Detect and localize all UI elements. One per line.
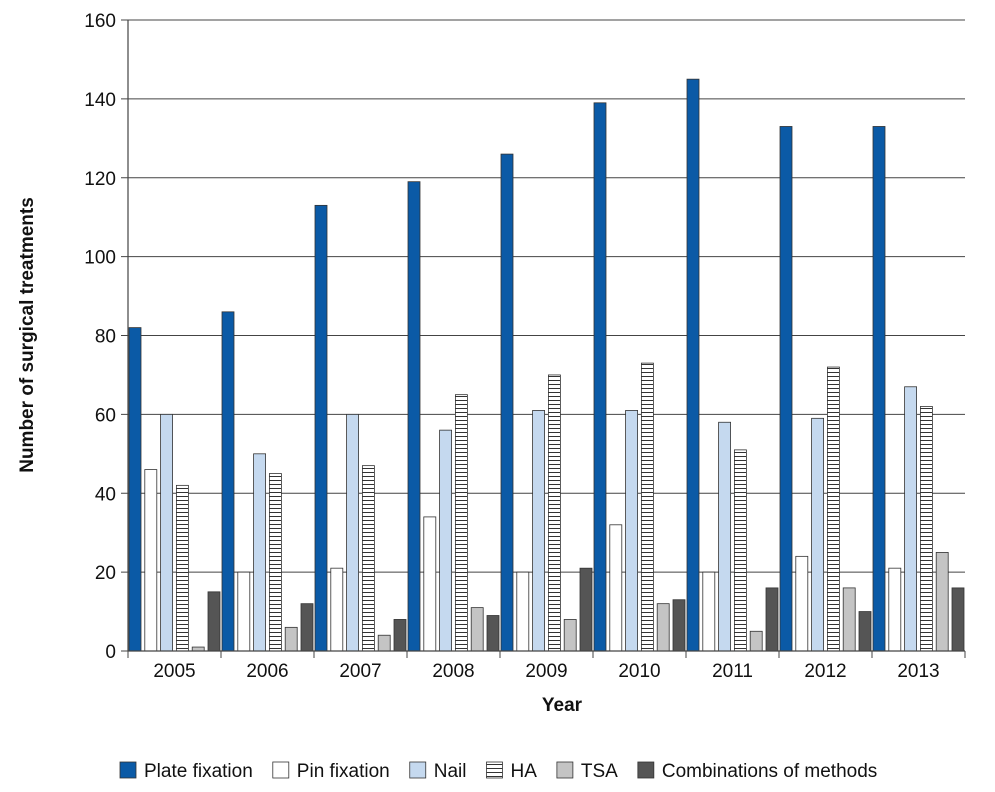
bar-pin-fixation-2013 [888, 567, 902, 652]
bar-combinations-of-methods-2007 [393, 619, 407, 652]
x-tick-label: 2005 [153, 661, 195, 682]
bar-ha-2008 [454, 394, 468, 652]
bar-plate-fixation-2012 [779, 126, 793, 652]
bar-tsa-2011 [749, 630, 763, 652]
bar-ha-2010 [641, 362, 654, 652]
bar-nail-2008 [439, 429, 453, 652]
legend-item-plate-fixation: Plate fixation [119, 761, 253, 782]
bar-pin-fixation-2010 [609, 524, 623, 652]
bar-tsa-2008 [470, 607, 484, 652]
bar-pin-fixation-2005 [144, 469, 158, 652]
y-axis-title: Number of surgical treatments [17, 197, 38, 473]
x-tick-label: 2008 [432, 661, 474, 682]
bar-plate-fixation-2011 [686, 78, 700, 652]
gridlines [121, 19, 966, 658]
bar-combinations-of-methods-2009 [579, 567, 593, 652]
bar-nail-2007 [346, 413, 360, 652]
bar-combinations-of-methods-2010 [672, 599, 686, 652]
legend-swatch [556, 761, 574, 779]
bar-combinations-of-methods-2005 [207, 591, 221, 652]
x-tick-label: 2007 [339, 661, 381, 682]
bar-nail-2013 [904, 386, 917, 652]
legend-item-ha: HA [486, 761, 537, 782]
bar-nail-2005 [160, 413, 174, 652]
bar-plate-fixation-2006 [221, 311, 235, 652]
legend-swatch [272, 761, 290, 779]
y-tick-label: 80 [95, 327, 116, 348]
x-tick-label: 2006 [246, 661, 288, 682]
legend-label: Pin fixation [297, 761, 390, 782]
bar-pin-fixation-2012 [795, 555, 809, 652]
x-tick-labels: 2005 2006 2007 2008 2009 2010 2011 2012 2013 [153, 661, 939, 682]
bar-tsa-2012 [842, 587, 856, 652]
bar-nail-2012 [811, 417, 824, 652]
bar-pin-fixation-2006 [237, 571, 251, 652]
y-tick-labels: 0 20 40 60 80 100 120 140 160 [84, 11, 116, 663]
y-tick-label: 0 [105, 642, 116, 663]
legend-label: HA [510, 761, 537, 782]
bar-ha-2011 [734, 449, 747, 652]
bar-combinations-of-methods-2013 [951, 587, 965, 652]
legend-item-tsa: TSA [556, 761, 618, 782]
legend-label: TSA [581, 761, 618, 782]
legend-swatch [409, 761, 427, 779]
y-tick-label: 100 [84, 248, 116, 269]
bar-nail-2006 [253, 453, 267, 652]
bar-combinations-of-methods-2011 [765, 587, 779, 652]
x-axis-title: Year [542, 695, 583, 716]
y-tick-label: 60 [95, 405, 116, 426]
bar-nail-2010 [625, 410, 638, 652]
axes [127, 20, 965, 652]
bar-pin-fixation-2007 [330, 567, 344, 652]
legend-label: Nail [434, 761, 467, 782]
x-tick-label: 2009 [525, 661, 567, 682]
x-tick-label: 2011 [712, 661, 753, 682]
bar-plate-fixation-2005 [128, 327, 142, 652]
bar-ha-2012 [827, 366, 840, 652]
legend-item-combinations-of-methods: Combinations of methods [637, 761, 877, 782]
bar-plate-fixation-2007 [314, 204, 328, 652]
bar-ha-2009 [548, 374, 561, 652]
bar-nail-2009 [532, 410, 545, 652]
legend-item-nail: Nail [409, 761, 467, 782]
y-tick-label: 160 [84, 11, 116, 32]
bar-plate-fixation-2008 [407, 181, 421, 652]
bar-ha-2005 [175, 484, 189, 652]
x-tick-label: 2013 [897, 661, 939, 682]
bar-nail-2011 [718, 421, 731, 652]
x-tick-label: 2010 [618, 661, 660, 682]
bar-ha-2007 [361, 465, 375, 652]
bars [128, 78, 965, 652]
bar-combinations-of-methods-2006 [300, 603, 314, 652]
bar-tsa-2013 [935, 552, 949, 652]
bar-plate-fixation-2013 [872, 126, 886, 652]
legend: Plate fixation Pin fixation Nail HA TSA Combi… [119, 761, 877, 782]
bar-ha-2013 [920, 406, 933, 652]
y-tick-label: 140 [84, 90, 116, 111]
legend-item-pin-fixation: Pin fixation [272, 761, 390, 782]
bar-plate-fixation-2010 [593, 102, 607, 652]
bar-pin-fixation-2008 [423, 516, 437, 652]
bar-pin-fixation-2011 [702, 571, 716, 652]
legend-swatch [119, 761, 137, 779]
x-tick-label: 2012 [804, 661, 846, 682]
legend-swatch [637, 761, 655, 779]
bar-combinations-of-methods-2012 [858, 611, 872, 652]
legend-label: Plate fixation [144, 761, 253, 782]
legend-swatch [486, 761, 503, 779]
y-tick-label: 120 [84, 169, 116, 190]
bar-tsa-2006 [284, 626, 298, 652]
bar-tsa-2009 [563, 619, 577, 652]
bar-pin-fixation-2009 [516, 571, 530, 652]
y-tick-label: 40 [95, 484, 116, 505]
legend-label: Combinations of methods [662, 761, 877, 782]
bar-tsa-2010 [656, 603, 670, 652]
bar-ha-2006 [268, 473, 282, 652]
bar-tsa-2007 [377, 634, 391, 652]
bar-plate-fixation-2009 [500, 153, 514, 652]
bar-combinations-of-methods-2008 [486, 615, 500, 652]
y-tick-label: 20 [95, 563, 116, 584]
